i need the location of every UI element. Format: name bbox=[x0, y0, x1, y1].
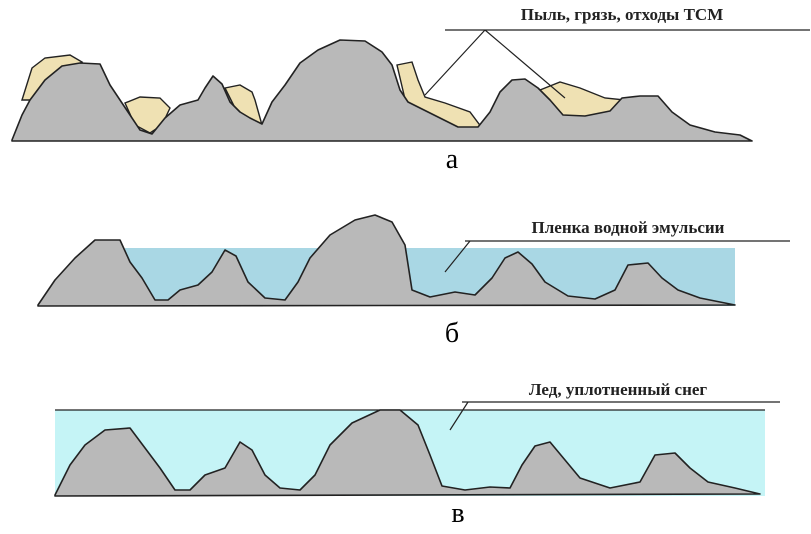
diagram: Пыль, грязь, отходы ТСМ а Пленка водной … bbox=[0, 0, 811, 534]
panel-c: Лед, уплотненный снег в bbox=[55, 380, 780, 529]
panel-label: Лед, уплотненный снег bbox=[529, 380, 708, 399]
panel-b: Пленка водной эмульсии б bbox=[38, 215, 790, 349]
panel-label: Пыль, грязь, отходы ТСМ bbox=[521, 5, 724, 24]
panel-a: Пыль, грязь, отходы ТСМ а bbox=[12, 5, 810, 175]
road-profile bbox=[12, 40, 752, 141]
panel-label: Пленка водной эмульсии bbox=[532, 218, 725, 237]
caption: а bbox=[446, 144, 459, 175]
caption: в bbox=[451, 498, 464, 529]
caption: б bbox=[445, 318, 459, 349]
